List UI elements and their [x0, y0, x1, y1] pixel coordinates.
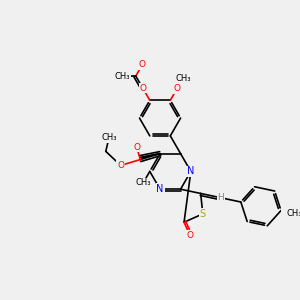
Text: N: N: [156, 184, 164, 194]
Text: CH₃: CH₃: [286, 209, 300, 218]
Text: O: O: [133, 142, 140, 152]
Text: O: O: [117, 161, 124, 170]
Text: CH₃: CH₃: [115, 71, 130, 80]
Text: CH₃: CH₃: [101, 133, 117, 142]
Text: O: O: [139, 84, 146, 93]
Text: CH₃: CH₃: [136, 178, 151, 187]
Text: S: S: [200, 209, 206, 219]
Text: CH₃: CH₃: [175, 74, 191, 83]
Text: O: O: [173, 85, 180, 94]
Text: H: H: [218, 193, 224, 202]
Text: N: N: [187, 167, 194, 176]
Text: O: O: [186, 230, 193, 239]
Text: O: O: [139, 60, 146, 69]
